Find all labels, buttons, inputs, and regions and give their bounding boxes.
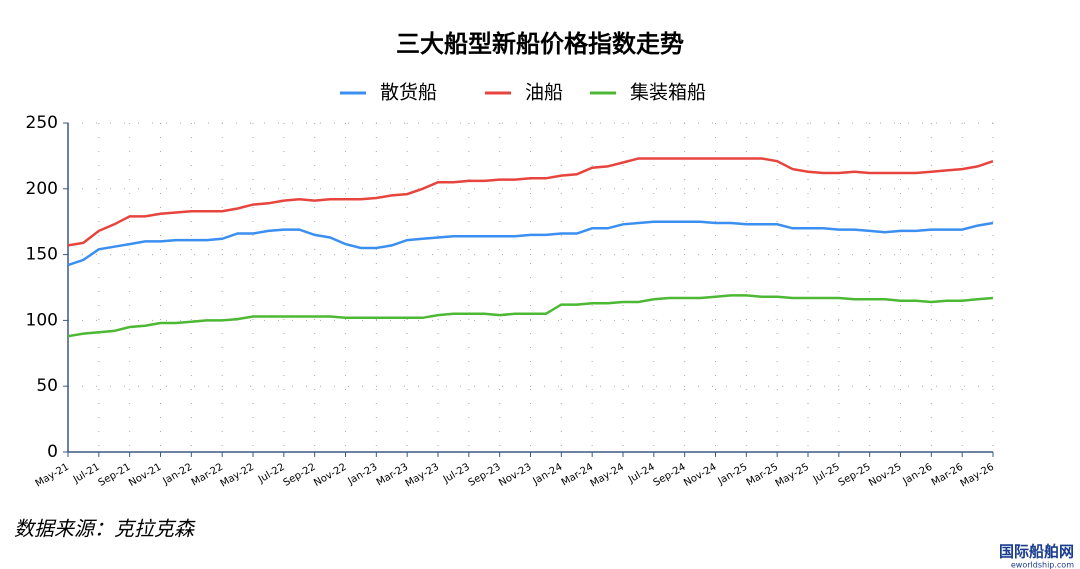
x-tick-label: Mar-24 xyxy=(560,462,595,489)
x-tick-label: Nov-25 xyxy=(867,462,903,489)
x-tick-label: Nov-21 xyxy=(127,462,163,489)
x-tick-label: Jan-22 xyxy=(160,462,194,488)
x-tick-label: Mar-23 xyxy=(375,462,410,489)
x-tick-label: Nov-22 xyxy=(312,462,348,489)
y-tick-label: 150 xyxy=(26,245,58,265)
chart-title: 三大船型新船价格指数走势 xyxy=(396,30,684,58)
x-tick-label: Jan-24 xyxy=(530,462,564,488)
y-tick-label: 250 xyxy=(26,113,58,133)
watermark-url: eworldship.com xyxy=(1011,561,1074,569)
y-tick-label: 200 xyxy=(26,179,58,199)
x-tick-label: Jan-25 xyxy=(715,462,749,488)
watermark: 国际船舶网 xyxy=(999,543,1074,561)
x-tick-label: Jul-25 xyxy=(811,462,842,486)
x-tick-label: Jul-24 xyxy=(626,462,657,486)
x-tick-label: Sep-25 xyxy=(837,462,873,489)
source-note: 数据来源：克拉克森 xyxy=(14,517,196,541)
legend-label: 油船 xyxy=(525,82,563,104)
x-tick-label: Mar-25 xyxy=(745,462,780,489)
x-tick-label: Sep-21 xyxy=(97,462,133,489)
x-tick-label: May-25 xyxy=(774,462,811,490)
data-line xyxy=(67,157,994,247)
x-tick-label: May-22 xyxy=(219,462,256,490)
data-line xyxy=(67,220,994,267)
x-tick-label: May-26 xyxy=(959,462,996,490)
x-tick-label: Nov-24 xyxy=(682,462,718,489)
x-tick-label: Nov-23 xyxy=(497,462,533,489)
x-tick-label: May-23 xyxy=(404,462,441,490)
legend-label: 散货船 xyxy=(380,82,437,104)
y-tick-label: 50 xyxy=(36,376,58,396)
x-tick-label: Sep-24 xyxy=(652,462,688,489)
x-tick-label: Mar-26 xyxy=(930,462,965,489)
legend-label: 集装箱船 xyxy=(630,82,706,104)
x-tick-label: May-21 xyxy=(34,462,71,490)
data-line xyxy=(67,294,994,338)
x-tick-label: May-24 xyxy=(589,462,626,490)
y-tick-label: 0 xyxy=(47,442,58,462)
x-tick-label: Jan-23 xyxy=(345,462,379,488)
x-tick-label: Jul-23 xyxy=(441,462,472,486)
y-tick-label: 100 xyxy=(26,310,58,330)
x-tick-label: Jul-21 xyxy=(71,462,102,486)
x-tick-label: Mar-22 xyxy=(190,462,225,489)
x-tick-label: Jul-22 xyxy=(256,462,287,486)
x-tick-label: Sep-22 xyxy=(282,462,318,489)
x-tick-label: Sep-23 xyxy=(467,462,503,489)
x-tick-label: Jan-26 xyxy=(900,462,934,488)
